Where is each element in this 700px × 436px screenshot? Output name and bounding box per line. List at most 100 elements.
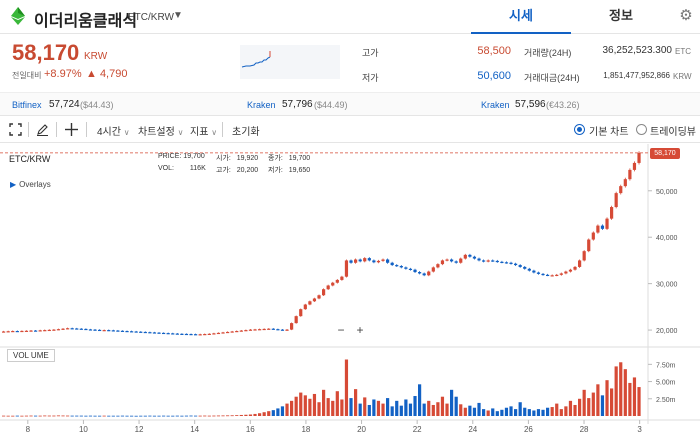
candle-body [2,331,6,333]
candlestick-chart[interactable]: 20,000 30,000 40,000 50,000 2.50m 5.00m 7.50m 8… [0,144,700,436]
reset-button[interactable]: 초기화 [232,127,260,138]
candle-body [61,328,65,330]
volume-bar [212,415,216,417]
volume-bar [24,415,29,417]
pair-label[interactable]: ETC/KRW [128,12,174,23]
candle-body [253,329,257,331]
candle-body [29,330,33,332]
candle-body [194,334,198,336]
tab-price[interactable]: 시세 [471,0,571,34]
volume-bar [116,415,120,417]
indicators-label: 지표 [190,127,209,138]
header-bar: 이더리움클래식 ETC/KRW ▼ 시세 정보 ⚙ [0,0,700,34]
basic-chart-radio[interactable] [574,124,585,135]
volume-axis-label: 2.50m [656,397,676,404]
volume-bar [221,415,225,417]
ohlc-value: 19,920 [236,155,259,162]
volume-bar [70,415,74,417]
volume-bar [532,410,536,416]
tab-info[interactable]: 정보 [609,8,633,23]
volume-bar [404,399,408,416]
candle-body [628,169,632,180]
exchange-usd-price: ($44.49) [314,100,348,110]
volume-bar [495,411,499,416]
candle-body [116,330,120,332]
candle-body [436,264,440,268]
volume-bar [139,415,143,417]
interval-dropdown[interactable]: 4시간 ∨ [97,123,130,138]
candle-body [88,329,93,331]
candle-body [6,331,10,333]
pencil-icon[interactable] [36,123,49,136]
gear-icon[interactable]: ⚙ [679,7,693,24]
sparkline [240,45,340,79]
candle-body [591,232,595,240]
candle-body [52,329,56,331]
ohlc-label: 종가: [268,155,283,162]
volume-bar [130,415,134,417]
candle-body [331,282,335,286]
time-axis-label: 24 [468,425,477,434]
tradingview-radio[interactable] [636,124,647,135]
chevron-down-icon: ∨ [123,128,130,137]
ohlc-label: VOL: [158,165,174,172]
volume-bar [555,403,559,416]
exchange-price-row: Bitfinex 57,724 ($44.43) Kraken 57,796 (… [0,92,700,116]
time-axis-label: 12 [135,425,144,434]
volume-bar [235,415,239,416]
zoom-out-button[interactable]: − [337,323,345,337]
candle-body [445,259,449,261]
candle-body [463,254,467,259]
time-axis-label: 26 [524,425,533,434]
time-axis-label: 18 [301,425,310,434]
ohlc-value: 19,650 [288,167,311,174]
zoom-in-button[interactable]: + [356,323,364,337]
price-chart[interactable]: 20,000 30,000 40,000 50,000 2.50m 5.00m 7.50m 8… [0,144,700,436]
volume-bar [623,369,627,416]
candle-body [504,262,509,264]
ohlc-label: 고가: [216,167,231,174]
volume-bar [596,384,600,416]
volume-bar [308,398,312,416]
volume-bar [509,406,513,416]
candle-body [358,259,362,262]
volume-bar [408,403,413,416]
exchange-name[interactable]: Kraken [481,100,510,110]
candle-body [75,328,79,330]
candle-body [203,334,207,336]
volume-bar [280,406,285,416]
chevron-down-icon[interactable]: ▼ [173,10,183,21]
candle-body [582,251,586,261]
volume-bar [491,408,495,416]
overlays-toggle[interactable]: ▶ Overlays [10,180,51,189]
candle-body [509,262,513,264]
candle-body [271,328,275,330]
candle-body [267,328,271,330]
candle-body [166,333,170,335]
candle-body [56,329,61,331]
time-axis-label: 10 [79,425,88,434]
fullscreen-icon[interactable] [9,123,22,136]
volume-bar [344,359,349,416]
volume-axis-label: 7.50m [656,362,676,369]
volume-24h-unit: ETC [675,47,691,56]
candle-body [386,259,390,263]
exchange-name[interactable]: Bitfinex [12,100,42,110]
exchange-name[interactable]: Kraken [247,100,276,110]
candle-body [24,330,29,332]
time-axis-label: 22 [413,425,422,434]
volume-bar [363,397,367,416]
candle-body [79,328,83,330]
candle-body [527,268,531,271]
basic-chart-label[interactable]: 기본 차트 [589,127,629,138]
candle-body [408,268,413,270]
chart-settings-dropdown[interactable]: 차트설정 ∨ [138,123,183,138]
volume-bar [523,407,527,416]
tradingview-label[interactable]: 트레이딩뷰 [650,127,696,138]
crosshair-icon[interactable] [65,123,78,136]
volume-bar [43,415,47,417]
volume-bar [148,415,152,417]
volume-bar [628,382,632,416]
ohlc-label: PRICE: [158,153,182,160]
indicators-dropdown[interactable]: 지표 ∨ [190,123,217,138]
